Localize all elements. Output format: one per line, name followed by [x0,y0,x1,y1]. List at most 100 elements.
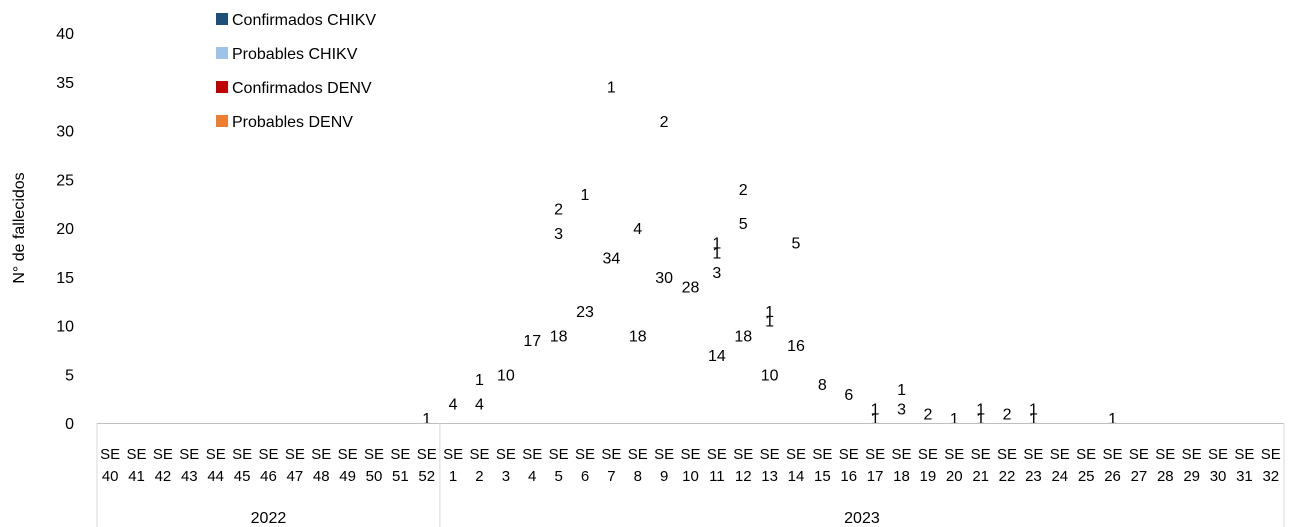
x-tick-label: SE [733,446,753,463]
y-axis: 0 5 10 15 20 25 30 35 40 [56,26,74,433]
data-label: 1 [765,304,774,321]
x-tick-label: SE [654,446,674,463]
x-tick-label: SE [1182,446,1202,463]
y-tick-label: 0 [65,416,74,433]
x-tick-label: 18 [893,468,910,485]
x-axis: SE40SE41SE42SE43SE44SE45SE46SE47SE48SE49… [96,423,1285,527]
x-tick-label: SE [1234,446,1254,463]
x-tick-label: 17 [867,468,884,485]
x-tick-label: SE [997,446,1017,463]
legend-label: Probables CHIKV [232,46,358,63]
data-label: 3 [897,401,906,418]
data-label: 4 [449,397,458,414]
x-tick-label: 9 [660,468,668,485]
legend-swatch [216,47,228,59]
data-label: 1 [871,411,880,428]
legend-swatch [216,115,228,127]
x-tick-label: SE [944,446,964,463]
y-tick-label: 30 [56,124,74,141]
legend-label: Confirmados DENV [232,80,372,97]
legend-label: Confirmados CHIKV [232,12,376,29]
x-tick-label: SE [575,446,595,463]
data-label: 3 [712,265,721,282]
x-tick-label: SE [839,446,859,463]
x-tick-label: 8 [634,468,642,485]
x-tick-label: SE [311,446,331,463]
x-tick-label: 51 [392,468,409,485]
x-tick-label: 5 [554,468,562,485]
data-label: 2 [554,202,563,219]
data-label: 1 [1029,401,1038,418]
x-tick-label: SE [1129,446,1149,463]
data-label: 10 [497,367,515,384]
data-label: 1 [422,411,431,428]
x-tick-label: 2 [475,468,483,485]
x-tick-label: SE [707,446,727,463]
x-tick-label: 41 [128,468,145,485]
x-tick-label: 26 [1104,468,1121,485]
x-tick-label: 16 [840,468,857,485]
data-label: 28 [682,280,700,297]
data-label: 17 [523,333,541,350]
x-tick-label: 11 [709,468,725,485]
year-group-label: 2023 [844,510,880,527]
x-tick-label: 6 [581,468,589,485]
x-tick-label: 52 [418,468,435,485]
legend: Confirmados CHIKV Probables CHIKV Confirma… [216,12,376,131]
x-tick-label: 22 [999,468,1016,485]
y-tick-label: 35 [56,75,74,92]
data-label: 23 [576,304,594,321]
data-label: 1 [765,314,774,331]
x-tick-label: 44 [207,468,224,485]
data-label: 1 [712,245,721,262]
x-tick-label: SE [206,446,226,463]
x-tick-label: 48 [313,468,330,485]
x-tick-label: 24 [1051,468,1068,485]
x-tick-label: 49 [339,468,356,485]
x-tick-label: SE [918,446,938,463]
x-tick-label: SE [232,446,252,463]
x-tick-label: SE [549,446,569,463]
data-label: 1 [1029,411,1038,428]
y-axis-label: N° de fallecidos [11,172,28,283]
data-label: 30 [655,270,673,287]
x-tick-label: SE [100,446,120,463]
x-tick-label: 28 [1157,468,1174,485]
x-tick-label: 31 [1236,468,1253,485]
x-tick-label: 12 [735,468,752,485]
x-tick-label: 32 [1262,468,1279,485]
data-label: 1 [950,411,959,428]
data-label: 14 [708,348,726,365]
x-tick-label: SE [443,446,463,463]
x-tick-label: 30 [1210,468,1227,485]
x-tick-label: 1 [449,468,457,485]
data-label: 2 [1003,406,1012,423]
y-tick-label: 20 [56,221,74,238]
x-tick-label: 21 [972,468,989,485]
x-tick-label: 14 [788,468,805,485]
x-tick-label: 15 [814,468,831,485]
x-tick-label: 50 [366,468,383,485]
x-tick-label: SE [760,446,780,463]
x-tick-label: SE [1155,446,1175,463]
x-tick-label: SE [1023,446,1043,463]
x-tick-label: 20 [946,468,963,485]
data-label: 1 [607,80,616,97]
x-tick-label: 42 [155,468,172,485]
x-tick-label: SE [812,446,832,463]
x-tick-label: SE [1076,446,1096,463]
y-tick-label: 40 [56,26,74,43]
x-tick-label: 27 [1131,468,1148,485]
x-tick-label: SE [1103,446,1123,463]
data-label: 34 [602,250,620,267]
data-label: 18 [550,328,568,345]
x-tick-label: SE [628,446,648,463]
x-tick-label: SE [417,446,437,463]
data-label: 1 [581,187,590,204]
legend-swatch [216,81,228,93]
data-label: 5 [792,236,801,253]
x-tick-label: 10 [682,468,699,485]
x-tick-label: 3 [502,468,510,485]
x-tick-label: 23 [1025,468,1042,485]
